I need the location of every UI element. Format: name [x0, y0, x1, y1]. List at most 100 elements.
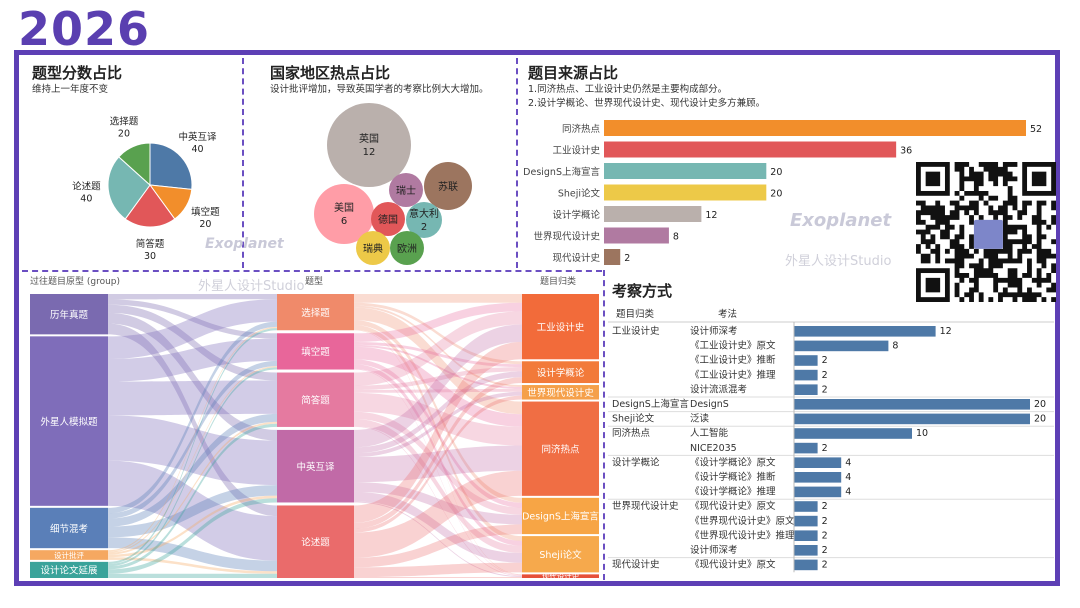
bubble — [371, 202, 405, 236]
sankey-flow — [108, 573, 277, 578]
sankey-flow — [354, 426, 522, 577]
sankey-flow — [354, 324, 522, 541]
sankey-flow — [354, 367, 522, 390]
panel-method: 考察方式 — [612, 280, 672, 301]
sankey-node-label: 设计学概论 — [537, 367, 585, 379]
watermark-studio: 外星人设计Studio — [785, 254, 892, 269]
sankey-flow — [108, 323, 277, 517]
sankey-node-label: Sheji论文 — [539, 549, 582, 561]
sankey-node — [30, 336, 108, 506]
sankey-node — [30, 561, 108, 578]
pie-slice — [118, 142, 151, 187]
sankey-flow — [108, 413, 277, 527]
sankey-node-label: 简答题 — [301, 394, 330, 406]
bar-value: 10 — [916, 428, 928, 439]
row-label: 《世界现代设计史》推理 — [690, 529, 795, 541]
bubble-label: 欧洲 — [397, 243, 417, 255]
bar-value: 12 — [940, 326, 952, 337]
qr-logo — [973, 219, 1003, 249]
panel-title: 考察方式 — [612, 282, 673, 300]
bubble-value: 12 — [363, 147, 376, 158]
bar-value: 2 — [822, 355, 828, 366]
qr-finder — [1031, 171, 1047, 187]
sankey-flow — [108, 360, 277, 519]
sankey-node-label: 选择题 — [301, 307, 330, 319]
sankey-node-label: 历年真题 — [50, 309, 89, 321]
sankey-node-label: 世界现代设计史 — [527, 387, 594, 399]
bubble-label: 德国 — [378, 213, 398, 226]
bar-value: 2 — [822, 545, 828, 556]
sankey-node — [277, 429, 354, 503]
bar-value: 2 — [822, 560, 828, 571]
sankey-flow — [354, 482, 522, 525]
row-label: 《现代设计史》原文 — [690, 559, 776, 571]
row-label: 《设计学概论》推理 — [690, 486, 776, 498]
row-label: 《工业设计史》推理 — [690, 369, 776, 381]
divider — [242, 58, 244, 268]
sankey-flow — [108, 557, 277, 574]
bubble — [356, 231, 390, 265]
divider — [603, 270, 605, 580]
bar — [604, 163, 767, 179]
bubble-label: 美国 — [334, 201, 354, 214]
sankey-flow — [108, 299, 277, 359]
row-label: 《世界现代设计史》原文 — [690, 515, 795, 527]
bar — [794, 355, 818, 366]
sankey-node — [277, 333, 354, 370]
sankey-node-label: 中英互译 — [296, 461, 335, 473]
bubble-label: 瑞典 — [363, 242, 383, 255]
group-label: 现代设计史 — [612, 559, 660, 571]
sankey-node — [522, 574, 599, 578]
watermark-brand: Exoplanet — [205, 236, 284, 252]
sankey-chart: 过往题目原型 (group) 题型 题目归类历年真题外星人模拟题细节混考设计批评设计… — [30, 275, 599, 581]
sankey-flow — [354, 371, 522, 454]
bar-value: 20 — [770, 167, 782, 178]
bar-value: 4 — [845, 472, 851, 483]
sankey-flow — [108, 328, 277, 565]
bubble-value: 6 — [341, 216, 347, 227]
bar-value: 2 — [822, 370, 828, 381]
row-label: 《工业设计史》推断 — [690, 354, 776, 366]
sankey-header: 题型 — [305, 276, 323, 287]
qr-code-icon — [916, 162, 1056, 302]
bar-value: 8 — [673, 232, 679, 243]
sankey-node — [522, 401, 599, 496]
sankey-node — [277, 505, 354, 578]
sankey-flow — [354, 445, 522, 483]
sankey-flow — [354, 341, 522, 523]
sankey-flow — [354, 395, 522, 533]
bubble — [406, 202, 442, 238]
sankey-flow — [108, 366, 277, 553]
row-label: 设计师深考 — [690, 544, 738, 556]
sankey-node-label: 细节混考 — [50, 523, 88, 535]
divider — [22, 270, 602, 272]
group-label: DesignS上海宣言 — [612, 398, 689, 410]
sankey-node — [522, 497, 599, 535]
bar-value: 20 — [1034, 414, 1046, 425]
sankey-header: 题目归类 — [540, 275, 576, 287]
sankey-flow — [108, 498, 277, 574]
slice-value: 30 — [144, 251, 156, 260]
bar-value: 2 — [822, 530, 828, 541]
sankey-node — [522, 536, 599, 573]
dashboard-frame — [14, 50, 1060, 586]
sankey-flow — [354, 305, 522, 387]
bar — [604, 206, 702, 222]
bar-value: 36 — [900, 146, 912, 157]
sankey-flow — [354, 359, 522, 508]
sankey-flow — [108, 312, 277, 441]
panel-subtitle: 维持上一年度不变 — [32, 84, 109, 95]
bubble-label: 英国 — [359, 132, 379, 145]
qr-finder — [925, 277, 941, 293]
bubble — [424, 162, 472, 210]
bar-value: 12 — [705, 210, 717, 221]
sankey-flow — [354, 562, 522, 578]
row-label: 《现代设计史》原文 — [690, 500, 776, 512]
sankey-flow — [108, 460, 277, 561]
row-label: DesignS — [690, 399, 729, 410]
bar-value: 2 — [822, 443, 828, 454]
group-label: 设计学概论 — [612, 456, 660, 468]
sankey-flow — [354, 411, 522, 515]
